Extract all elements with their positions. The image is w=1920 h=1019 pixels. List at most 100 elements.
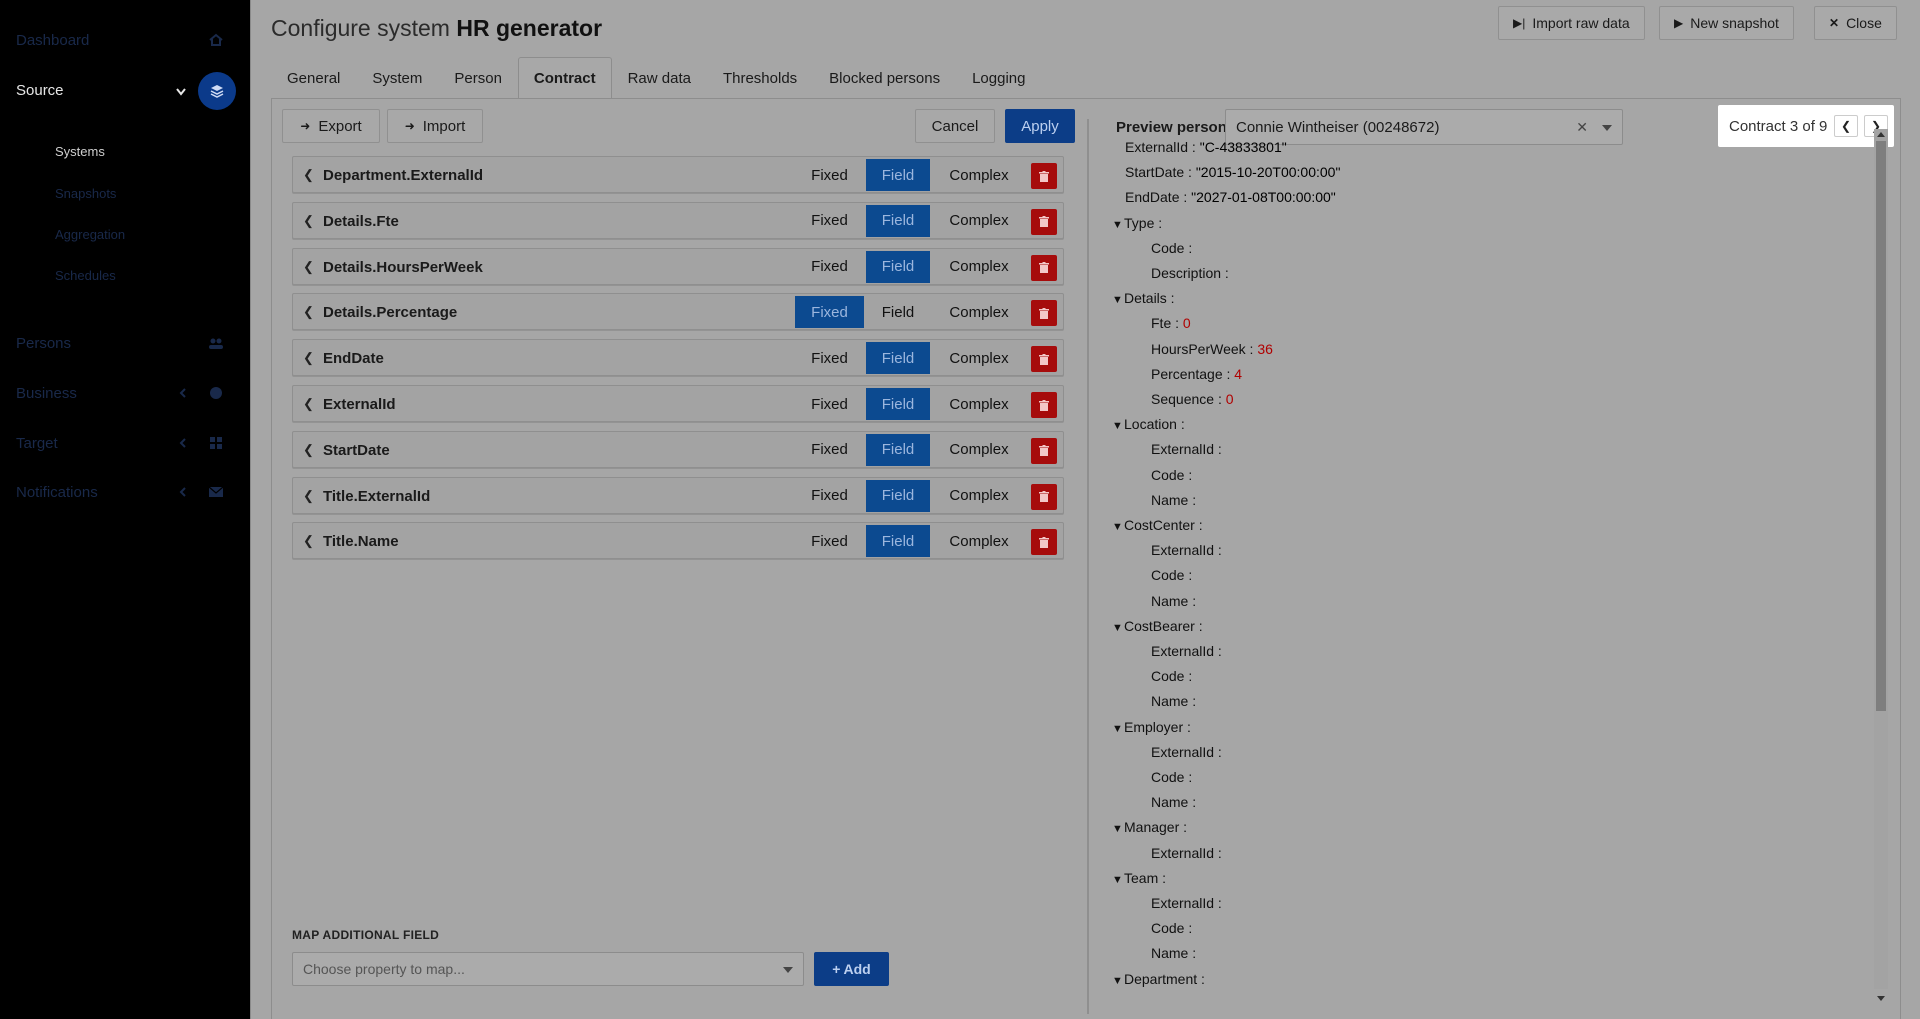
delete-button[interactable]: [1031, 254, 1057, 281]
preview-person-select[interactable]: Connie Wintheiser (00248672) ✕: [1225, 109, 1623, 145]
mode-field-button[interactable]: Field: [881, 303, 915, 321]
delete-button[interactable]: [1031, 529, 1057, 556]
tree-group[interactable]: ▼Employer :: [1112, 718, 1191, 735]
mapping-row: ❮ StartDate Fixed Field Complex: [292, 430, 1064, 468]
tab-general[interactable]: General: [287, 70, 341, 87]
delete-button[interactable]: [1031, 483, 1057, 510]
nav-target[interactable]: Target: [0, 423, 250, 463]
mapping-row-label: Title.ExternalId: [323, 487, 431, 505]
mode-complex-button[interactable]: Complex: [949, 212, 1009, 230]
close-button[interactable]: ✕ Close: [1814, 6, 1897, 40]
mode-field-button[interactable]: Field: [866, 433, 930, 466]
mode-fixed-button[interactable]: Fixed: [811, 258, 848, 276]
scroll-up-icon[interactable]: [1877, 132, 1885, 137]
delete-button[interactable]: [1031, 208, 1057, 235]
tree-field: ExternalId :: [1151, 441, 1222, 458]
delete-button[interactable]: [1031, 346, 1057, 373]
mode-field-button[interactable]: Field: [866, 204, 930, 237]
previous-contract-button[interactable]: ❮: [1834, 115, 1858, 137]
nav-source[interactable]: Source: [0, 70, 250, 110]
mode-fixed-button[interactable]: Fixed: [811, 166, 848, 184]
mode-complex-button[interactable]: Complex: [949, 166, 1009, 184]
nav-persons[interactable]: Persons: [0, 323, 250, 363]
new-snapshot-button[interactable]: ▶ New snapshot: [1659, 6, 1794, 40]
mode-complex-button[interactable]: Complex: [949, 395, 1009, 413]
delete-button[interactable]: [1031, 392, 1057, 418]
mode-complex-button[interactable]: Complex: [949, 303, 1009, 321]
mode-fixed-button[interactable]: Fixed: [811, 212, 848, 230]
scrollbar-thumb[interactable]: [1876, 141, 1886, 711]
mode-complex-button[interactable]: Complex: [949, 487, 1009, 505]
delete-button[interactable]: [1031, 163, 1057, 189]
tree-group[interactable]: ▼CostCenter :: [1112, 517, 1203, 533]
export-button[interactable]: ➜ Export: [282, 109, 380, 143]
mode-field-button[interactable]: Field: [866, 525, 930, 558]
clear-icon[interactable]: ✕: [1576, 119, 1588, 135]
delete-button[interactable]: [1031, 300, 1057, 327]
mode-complex-button[interactable]: Complex: [949, 532, 1009, 550]
mode-complex-button[interactable]: Complex: [949, 441, 1009, 459]
tree-key: Description: [1151, 265, 1222, 281]
chevron-left-icon[interactable]: ❮: [303, 396, 314, 411]
mode-fixed-button[interactable]: Fixed: [811, 395, 848, 413]
tree-group[interactable]: ▼CostBearer :: [1112, 617, 1203, 634]
tab-contract[interactable]: Contract: [517, 57, 612, 99]
mode-field-button[interactable]: Field: [866, 159, 930, 191]
apply-button[interactable]: Apply: [1005, 109, 1075, 143]
tab-system[interactable]: System: [372, 70, 423, 87]
scroll-down-icon[interactable]: [1877, 996, 1885, 1001]
tab-logging[interactable]: Logging: [972, 70, 1026, 87]
cancel-button[interactable]: Cancel: [915, 109, 995, 143]
mode-fixed-button[interactable]: Fixed: [795, 296, 864, 329]
tree-field: Code :: [1151, 567, 1193, 584]
chevron-left-icon[interactable]: ❮: [303, 533, 314, 549]
nav-dashboard-label: Dashboard: [16, 31, 90, 49]
tree-group[interactable]: ▼Type :: [1112, 214, 1163, 231]
chevron-left-icon[interactable]: ❮: [303, 258, 314, 274]
subnav-snapshots[interactable]: Snapshots: [55, 186, 117, 201]
mode-field-button[interactable]: Field: [866, 388, 930, 420]
mode-field-button[interactable]: Field: [866, 250, 930, 283]
tree-group[interactable]: ▼Manager :: [1112, 819, 1188, 836]
mode-fixed-button[interactable]: Fixed: [811, 441, 848, 459]
contract-pager-label: Contract 3 of 9: [1729, 117, 1828, 135]
chevron-left-icon[interactable]: ❮: [303, 487, 314, 503]
mode-field-button[interactable]: Field: [866, 342, 930, 375]
tree-group[interactable]: ▼Location :: [1112, 416, 1185, 433]
mode-complex-button[interactable]: Complex: [949, 258, 1009, 276]
mode-fixed-button[interactable]: Fixed: [811, 349, 848, 367]
chevron-left-icon[interactable]: ❮: [303, 167, 314, 182]
tree-group[interactable]: ▼Details :: [1112, 290, 1175, 307]
tree-field: Fte : 0: [1151, 315, 1191, 332]
mode-field-button[interactable]: Field: [866, 479, 930, 512]
mode-fixed-button[interactable]: Fixed: [811, 532, 848, 550]
export-icon: ➜: [300, 119, 311, 133]
tab-blocked-persons[interactable]: Blocked persons: [829, 70, 941, 87]
chevron-left-icon[interactable]: ❮: [303, 304, 314, 320]
subnav-schedules[interactable]: Schedules: [55, 268, 116, 283]
add-button[interactable]: + Add: [814, 952, 889, 986]
nav-notifications[interactable]: Notifications: [0, 472, 250, 512]
tab-raw-data[interactable]: Raw data: [627, 70, 691, 87]
nav-business[interactable]: Business: [0, 373, 250, 413]
property-select[interactable]: Choose property to map...: [292, 952, 804, 986]
triangle-down-icon: ▼: [1112, 420, 1123, 433]
new-snapshot-label: New snapshot: [1690, 15, 1779, 31]
import-button[interactable]: ➜ Import: [387, 109, 483, 143]
import-raw-data-button[interactable]: ▶​| Import raw data: [1498, 6, 1645, 40]
chevron-left-icon[interactable]: ❮: [303, 441, 314, 457]
mode-fixed-button[interactable]: Fixed: [811, 487, 848, 505]
nav-dashboard[interactable]: Dashboard: [0, 20, 250, 60]
subnav-aggregation[interactable]: Aggregation: [55, 227, 126, 242]
subnav-systems[interactable]: Systems: [55, 144, 105, 159]
tree-group[interactable]: ▼Department :: [1112, 970, 1205, 987]
tree-value: 0: [1182, 315, 1191, 332]
mode-complex-button[interactable]: Complex: [949, 349, 1009, 367]
chevron-left-icon[interactable]: ❮: [303, 212, 314, 228]
delete-button[interactable]: [1031, 437, 1057, 464]
tab-person[interactable]: Person: [454, 70, 502, 87]
tree-group[interactable]: ▼Team :: [1112, 869, 1167, 886]
tab-thresholds[interactable]: Thresholds: [722, 70, 798, 87]
chevron-left-icon[interactable]: ❮: [303, 350, 314, 366]
tree-key: ExternalId: [1151, 643, 1215, 659]
